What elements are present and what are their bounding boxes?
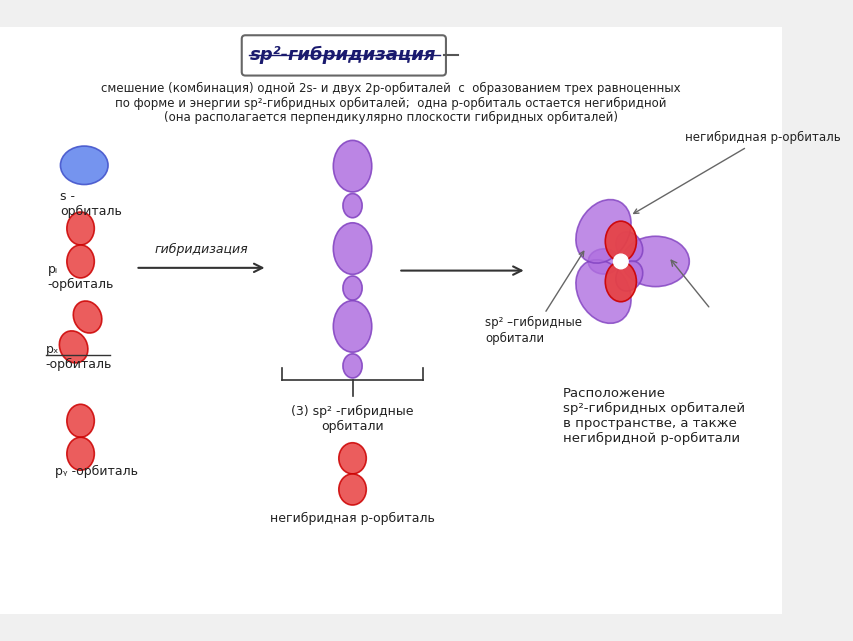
Ellipse shape xyxy=(605,221,635,262)
Ellipse shape xyxy=(605,262,635,302)
Text: sp² –гибридные
орбитали: sp² –гибридные орбитали xyxy=(485,251,583,345)
FancyBboxPatch shape xyxy=(0,22,786,619)
Text: гибридизация: гибридизация xyxy=(154,243,248,256)
Ellipse shape xyxy=(612,254,628,269)
Ellipse shape xyxy=(339,474,366,505)
Ellipse shape xyxy=(343,354,362,378)
Ellipse shape xyxy=(67,404,94,437)
Ellipse shape xyxy=(67,245,94,278)
Ellipse shape xyxy=(343,194,362,218)
Ellipse shape xyxy=(575,199,630,263)
Text: Расположение
sp²-гибридных орбиталей
в пространстве, а также
негибридной p-орбит: Расположение sp²-гибридных орбиталей в п… xyxy=(562,387,745,445)
Ellipse shape xyxy=(67,212,94,245)
Ellipse shape xyxy=(59,331,88,363)
Text: (3) sp² -гибридные
орбитали: (3) sp² -гибридные орбитали xyxy=(291,405,414,433)
Text: (она располагается перпендикулярно плоскости гибридных орбиталей): (она располагается перпендикулярно плоск… xyxy=(164,111,618,124)
Ellipse shape xyxy=(621,237,688,287)
Text: s -
орбиталь: s - орбиталь xyxy=(61,190,122,218)
Text: pᵢ
-орбиталь: pᵢ -орбиталь xyxy=(48,263,113,292)
Ellipse shape xyxy=(61,146,108,185)
Ellipse shape xyxy=(333,223,371,274)
Text: по форме и энергии sp²-гибридных орбиталей;  одна p-орбиталь остается негибридно: по форме и энергии sp²-гибридных орбитал… xyxy=(115,97,666,110)
Text: негибридная p-орбиталь: негибридная p-орбиталь xyxy=(633,131,839,213)
Ellipse shape xyxy=(333,301,371,352)
Ellipse shape xyxy=(615,261,642,291)
Ellipse shape xyxy=(588,249,619,274)
FancyBboxPatch shape xyxy=(241,35,445,76)
Ellipse shape xyxy=(343,276,362,300)
Text: pₓ
-орбиталь: pₓ -орбиталь xyxy=(46,343,112,371)
Ellipse shape xyxy=(575,260,630,323)
Ellipse shape xyxy=(339,443,366,474)
Ellipse shape xyxy=(333,140,371,192)
Text: негибридная p-орбиталь: негибридная p-орбиталь xyxy=(270,512,434,524)
Ellipse shape xyxy=(73,301,102,333)
Text: pᵧ -орбиталь: pᵧ -орбиталь xyxy=(55,465,138,478)
Ellipse shape xyxy=(67,437,94,470)
Text: смешение (комбинация) одной 2s- и двух 2p-орбиталей  с  образованием трех равноц: смешение (комбинация) одной 2s- и двух 2… xyxy=(101,82,680,95)
Ellipse shape xyxy=(615,232,642,262)
Text: sp²-гибридизация: sp²-гибридизация xyxy=(250,46,436,65)
